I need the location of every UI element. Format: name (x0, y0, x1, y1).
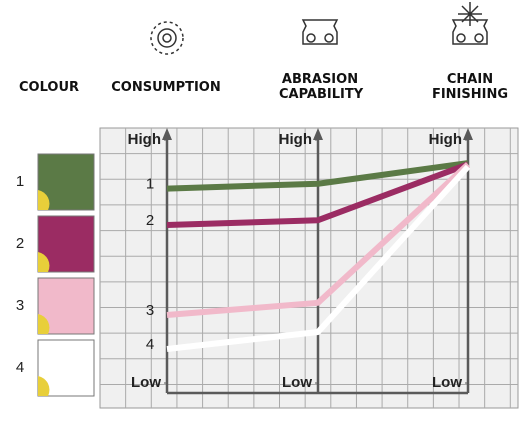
series-label: 1 (146, 176, 154, 193)
axis-title: CHAIN FINISHING (415, 72, 525, 102)
finishing-icon-hole (457, 34, 465, 42)
y-tick-label: High (429, 131, 462, 148)
consumption-icon (151, 22, 183, 54)
legend-number: 4 (16, 359, 24, 376)
axis-title: CONSUMPTION (111, 80, 221, 95)
page: Low High Low High Low High 1 1 2 2 3 3 4 4 COLOUR CON… (0, 0, 527, 425)
chart: Low High Low High Low High 1 1 2 2 3 3 4 4 (0, 0, 527, 425)
finishing-spark (458, 2, 482, 26)
consumption-icon-core (163, 34, 171, 42)
y-tick-label: High (279, 131, 312, 148)
axis-title: ABRASION CAPABILITY (265, 72, 375, 102)
legend-title: COLOUR (4, 80, 94, 95)
legend-number: 2 (16, 235, 24, 252)
finishing-icon-hole (475, 34, 483, 42)
y-tick-label: Low (131, 374, 161, 391)
icons (151, 2, 487, 54)
series-label: 2 (146, 212, 154, 229)
legend-number: 3 (16, 297, 24, 314)
y-tick-label: Low (282, 374, 312, 391)
y-tick-label: Low (432, 374, 462, 391)
abrasion-icon-hole (307, 34, 315, 42)
legend-number: 1 (16, 173, 24, 190)
abrasion-icon-hole (325, 34, 333, 42)
series-label: 3 (146, 302, 154, 319)
consumption-icon-inner (158, 29, 176, 47)
y-tick-label: High (128, 131, 161, 148)
series-label: 4 (146, 336, 154, 353)
